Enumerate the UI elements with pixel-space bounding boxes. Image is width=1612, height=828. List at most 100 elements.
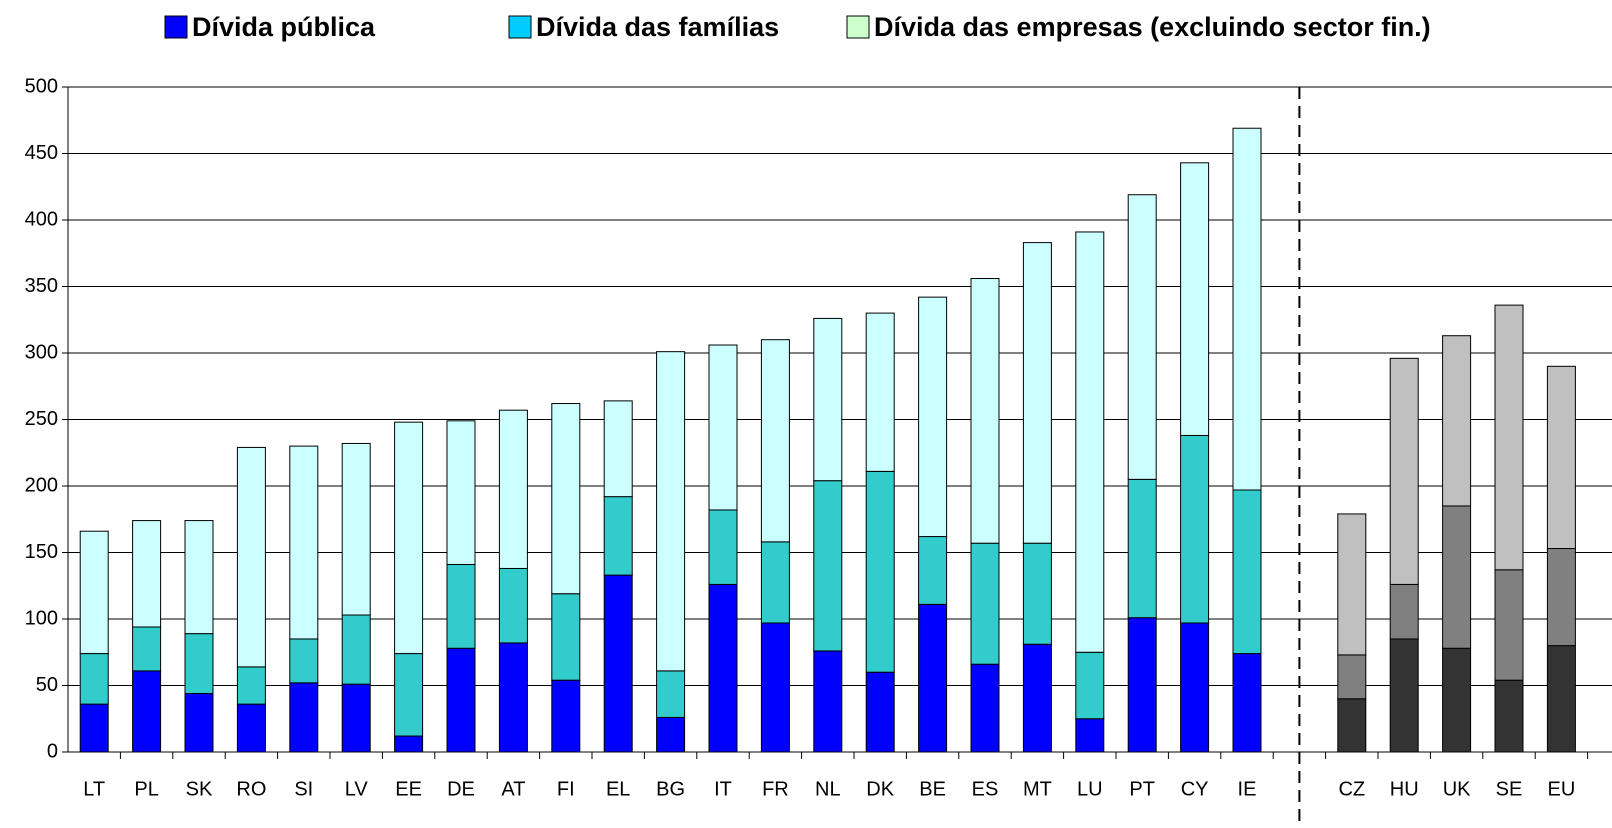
bar-segment [865, 312, 895, 472]
y-tick-label: 450 [25, 142, 58, 164]
bar-segment [1494, 304, 1524, 571]
bar-segment [1494, 569, 1524, 681]
x-tick-label: LT [83, 778, 105, 800]
x-tick-label: UK [1443, 778, 1471, 800]
bar-segment [1389, 583, 1419, 640]
x-tick-label: RO [236, 778, 266, 800]
bar-segment [708, 583, 738, 753]
bar-segment [1389, 638, 1419, 753]
bar-segment [1232, 489, 1262, 655]
y-tick-label: 500 [25, 75, 58, 97]
x-tick-label: PT [1129, 778, 1155, 800]
bar-segment [603, 400, 633, 498]
bar-segment [132, 520, 162, 628]
y-tick-label: 100 [25, 607, 58, 629]
bar-segment [184, 520, 214, 635]
bar-segment [289, 682, 319, 753]
x-tick-label: SE [1496, 778, 1523, 800]
bar-segment [1337, 513, 1367, 656]
y-tick-label: 0 [47, 740, 58, 762]
bar-segment [446, 420, 476, 565]
bar-segment [1127, 617, 1157, 753]
bar-segment [184, 633, 214, 694]
x-tick-label: PL [134, 778, 158, 800]
bar-segment [1022, 643, 1052, 753]
bar-segment [498, 409, 528, 569]
x-tick-label: ES [972, 778, 999, 800]
bar-segment [132, 626, 162, 672]
y-tick-label: 400 [25, 208, 58, 230]
bar-segment [865, 470, 895, 673]
bar-segment [1442, 505, 1472, 649]
bar-segment [551, 403, 581, 595]
bar-segment [1494, 679, 1524, 753]
x-tick-label: DE [447, 778, 475, 800]
y-tick-label: 350 [25, 275, 58, 297]
legend-label: Dívida das empresas (excluindo sector fi… [874, 12, 1431, 42]
x-tick-label: CZ [1338, 778, 1365, 800]
legend-swatch [508, 15, 532, 39]
bar-segment [918, 536, 948, 605]
legend-swatch [846, 15, 870, 39]
x-tick-label: CY [1181, 778, 1209, 800]
x-tick-label: IE [1238, 778, 1257, 800]
bar-segment [1075, 651, 1105, 720]
bar-segment [394, 421, 424, 655]
bar-segment [1337, 654, 1367, 700]
bar-segment [1389, 357, 1419, 585]
bar-segment [394, 653, 424, 737]
x-tick-label: LV [345, 778, 369, 800]
bar-segment [970, 278, 1000, 544]
bar-segment [813, 480, 843, 652]
bar-segment [1180, 622, 1210, 753]
bar-segment [1022, 542, 1052, 645]
bar-segment [918, 603, 948, 753]
bar-segment [341, 614, 371, 685]
bar-segment [1075, 231, 1105, 653]
bar-segment [918, 296, 948, 538]
bar-segment [603, 574, 633, 753]
bar-segment [79, 530, 109, 655]
bar-segment [656, 670, 686, 718]
bar-segment [1546, 548, 1576, 647]
bar-segment [708, 344, 738, 511]
bar-segment [603, 496, 633, 576]
bar-segment [236, 446, 266, 668]
x-tick-label: MT [1023, 778, 1052, 800]
bar-segment [132, 670, 162, 753]
bar-segment [656, 351, 686, 672]
y-tick-label: 200 [25, 474, 58, 496]
bar-segment [79, 703, 109, 753]
legend-swatch [164, 15, 188, 39]
y-tick-label: 300 [25, 341, 58, 363]
bar-segment [656, 716, 686, 753]
bar-segment [394, 735, 424, 753]
bar-segment [1442, 647, 1472, 753]
bar-segment [1180, 434, 1210, 624]
bar-segment [79, 653, 109, 705]
x-tick-label: SK [186, 778, 213, 800]
bar-segment [865, 671, 895, 753]
bar-segment [184, 692, 214, 753]
x-tick-label: BG [656, 778, 685, 800]
x-tick-label: SI [294, 778, 313, 800]
x-tick-label: IT [714, 778, 732, 800]
bar-segment [1337, 698, 1367, 753]
bar-segment [1442, 335, 1472, 507]
x-tick-label: FI [557, 778, 575, 800]
x-tick-label: HU [1390, 778, 1419, 800]
bar-segment [498, 642, 528, 753]
bar-segment [1232, 127, 1262, 491]
x-tick-label: AT [501, 778, 525, 800]
bar-segment [1075, 718, 1105, 753]
bar-segment [760, 622, 790, 753]
x-tick-label: FR [762, 778, 789, 800]
y-tick-label: 150 [25, 541, 58, 563]
legend-label: Dívida pública [192, 12, 376, 42]
bar-segment [551, 679, 581, 753]
bar-segment [236, 666, 266, 705]
bar-segment [970, 663, 1000, 753]
x-tick-label: DK [866, 778, 894, 800]
bar-segment [1127, 194, 1157, 480]
